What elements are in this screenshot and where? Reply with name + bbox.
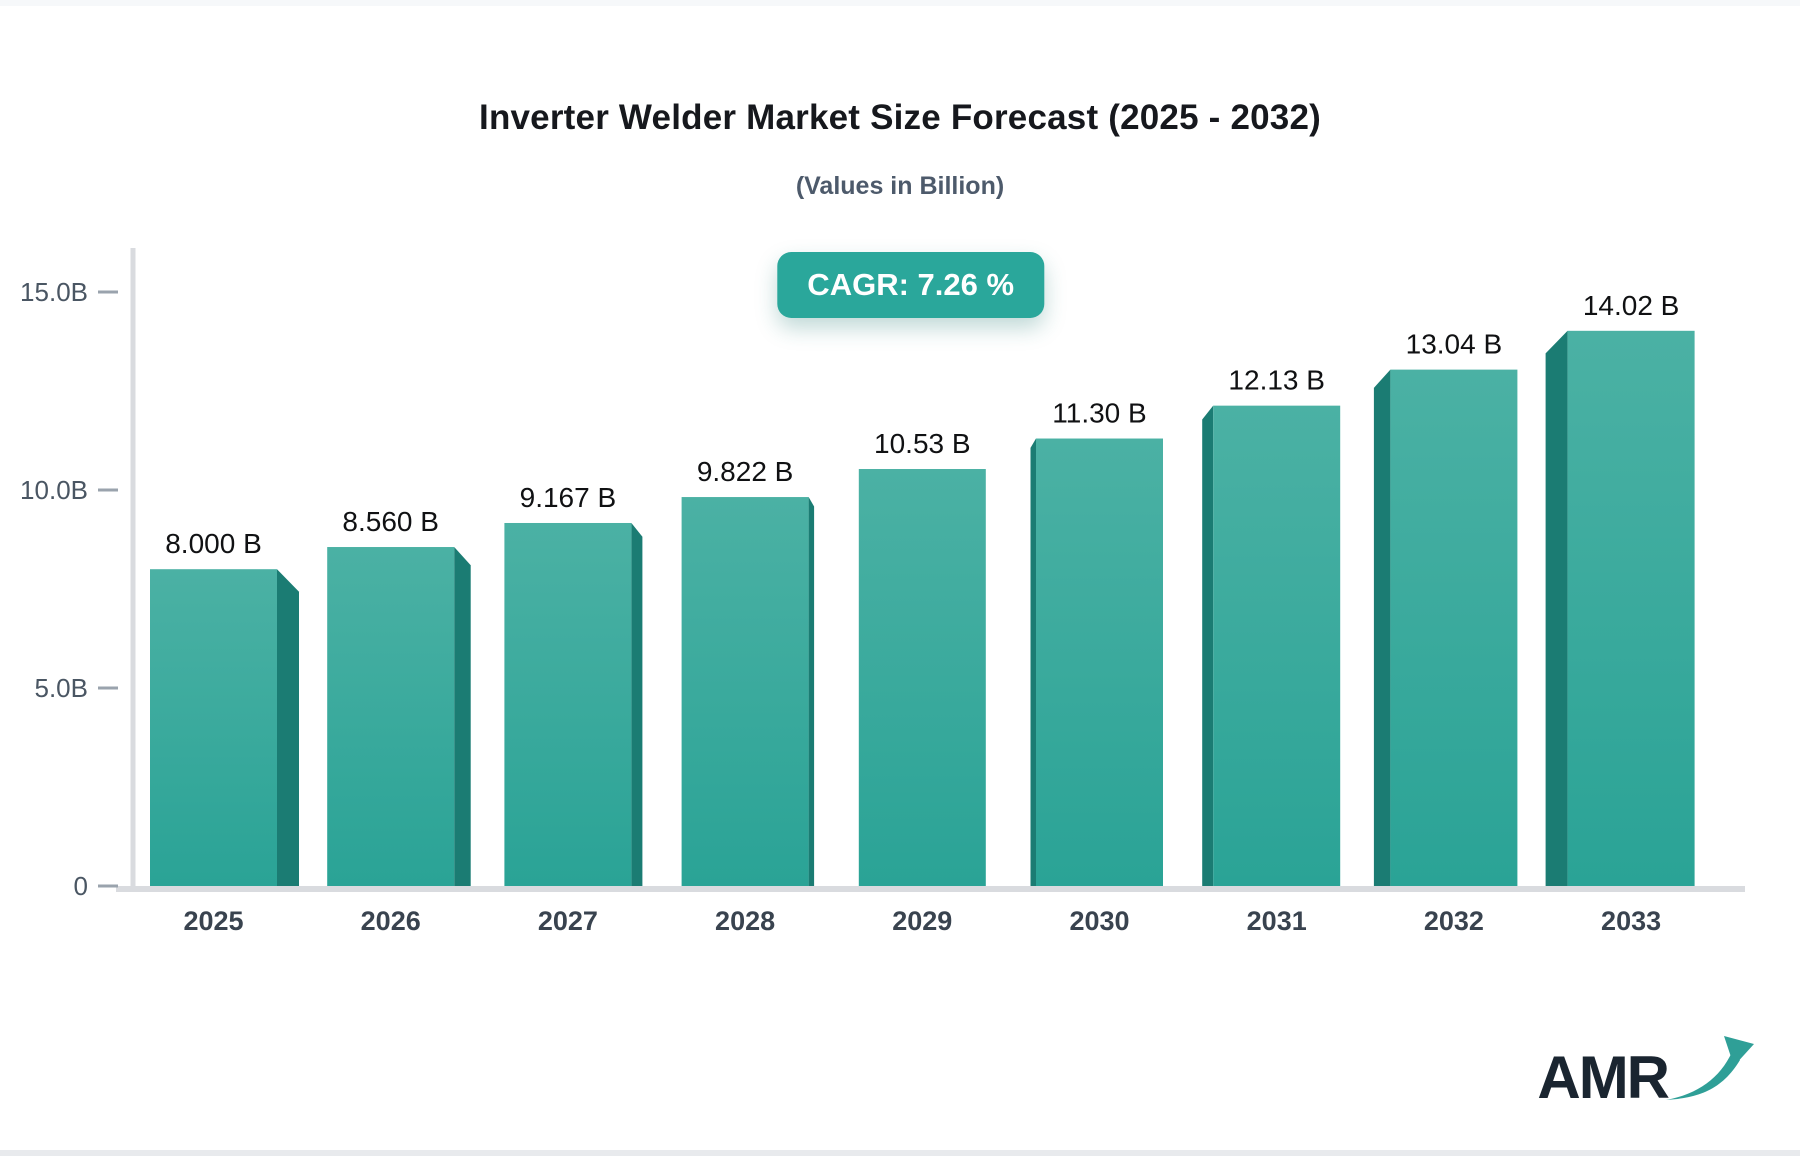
bar-2033[interactable] — [1567, 330, 1695, 887]
labels: 8.000 B 2025 8.560 B 2026 9.167 B 2027 9.822 B… — [165, 290, 1679, 936]
bar-side-face — [1373, 369, 1391, 887]
x-axis-label: 2031 — [1247, 906, 1307, 936]
chart-subtitle: (Values in Billion) — [795, 172, 1005, 200]
bar-value-label: 14.02 B — [1583, 290, 1680, 321]
y-axis-label: 10.0B — [20, 475, 88, 505]
bar-2030[interactable] — [1036, 438, 1163, 886]
x-axis-label: 2025 — [183, 906, 243, 936]
x-axis-label: 2030 — [1069, 906, 1129, 936]
x-axis-label: 2032 — [1424, 906, 1484, 936]
bar-side-face — [631, 522, 643, 886]
x-axis-label: 2033 — [1601, 906, 1661, 936]
bar-side-face — [1030, 438, 1036, 886]
bar-2025[interactable] — [150, 569, 277, 886]
bar-value-label: 10.53 B — [874, 428, 971, 459]
bar-side-face — [454, 547, 471, 886]
x-axis-label: 2029 — [892, 906, 952, 936]
bar-2026[interactable] — [327, 547, 455, 886]
top-edge-strip — [0, 0, 1800, 6]
bar-value-label: 9.167 B — [520, 482, 617, 513]
bar-value-label: 8.560 B — [342, 506, 439, 537]
bar-side-face — [1545, 330, 1568, 887]
x-axis-label: 2026 — [361, 906, 421, 936]
amr-logo-text: AMR — [1537, 1044, 1670, 1111]
x-axis-label: 2028 — [715, 906, 775, 936]
x-axis-label: 2027 — [538, 906, 598, 936]
axes: 15.0B 10.0B 5.0B 0 — [20, 248, 1745, 901]
y-axis-label: 0 — [74, 871, 88, 901]
bar-value-label: 13.04 B — [1406, 329, 1503, 360]
bars — [150, 330, 1695, 887]
bar-side-face — [808, 497, 815, 886]
bar-value-label: 12.13 B — [1228, 365, 1325, 396]
bar-side-face — [277, 569, 299, 886]
cagr-badge: CAGR: 7.26 % — [777, 252, 1045, 318]
bar-value-label: 8.000 B — [165, 528, 262, 559]
bar-value-label: 11.30 B — [1052, 398, 1146, 429]
bar-2027[interactable] — [504, 522, 632, 886]
y-axis-label: 5.0B — [35, 673, 89, 703]
growth-arrow-icon — [1666, 1036, 1754, 1100]
bar-value-label: 9.822 B — [697, 456, 794, 487]
amr-logo: AMR — [1537, 1030, 1756, 1108]
bar-side-face — [1202, 405, 1214, 886]
bottom-edge-strip — [0, 1150, 1800, 1156]
bar-2029[interactable] — [858, 469, 986, 886]
y-axis-label: 15.0B — [20, 277, 88, 307]
bar-2032[interactable] — [1390, 369, 1518, 887]
bar-2031[interactable] — [1213, 405, 1341, 886]
bar-2028[interactable] — [681, 497, 809, 886]
chart-title: Inverter Welder Market Size Forecast (20… — [479, 98, 1321, 137]
